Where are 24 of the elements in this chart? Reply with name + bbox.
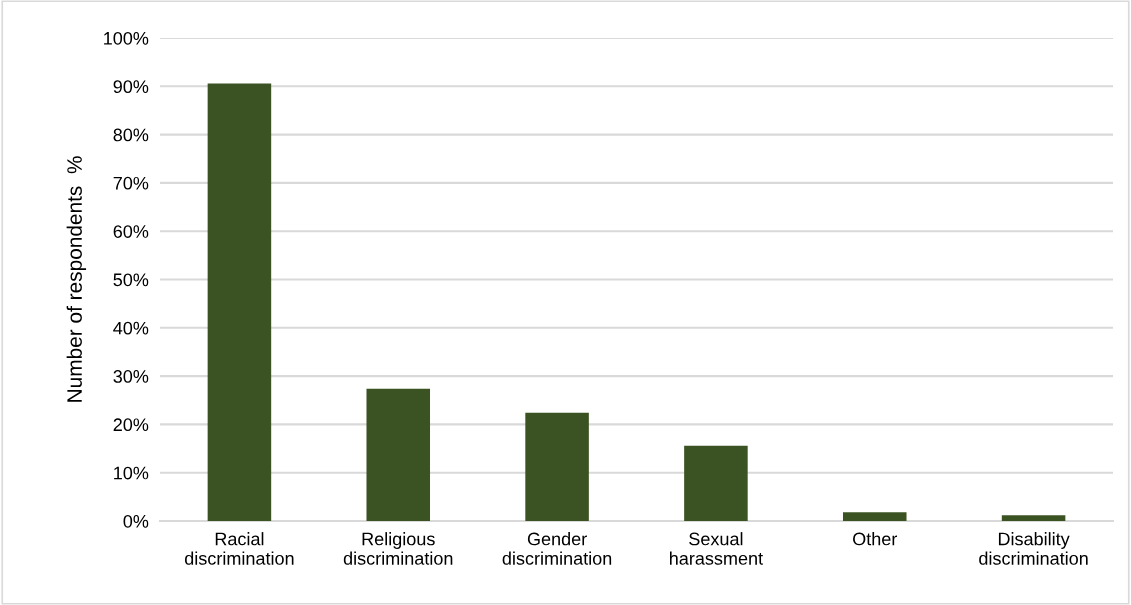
x-tick-label: Sexual harassment — [670, 532, 763, 565]
bar — [1001, 515, 1066, 521]
x-tick-label: Disability discrimination — [979, 532, 1088, 565]
x-tick-label: Racial discrimination — [184, 532, 294, 565]
x-tick-label: Religious discrimination — [343, 532, 453, 565]
y-axis-title: Number of respondents % — [66, 156, 87, 402]
y-tick-label: 80% — [113, 128, 149, 142]
bar — [684, 445, 748, 521]
bar — [207, 83, 272, 521]
y-tick-label: 90% — [113, 80, 149, 94]
y-tick-label: 20% — [113, 418, 149, 432]
y-tick-label: 0% — [123, 514, 149, 528]
bar — [525, 412, 589, 521]
x-tick-label: Other — [853, 532, 898, 546]
y-tick-label: 50% — [113, 273, 149, 287]
bar — [842, 512, 907, 521]
x-tick-label: Gender discrimination — [502, 532, 612, 565]
y-tick-label: 10% — [114, 466, 149, 480]
y-tick-label: 100% — [104, 31, 149, 45]
bar — [366, 388, 431, 521]
y-tick-label: 70% — [113, 176, 149, 190]
y-tick-label: 60% — [113, 225, 149, 238]
y-tick-label: 30% — [113, 370, 149, 383]
y-tick-label: 40% — [113, 321, 149, 335]
